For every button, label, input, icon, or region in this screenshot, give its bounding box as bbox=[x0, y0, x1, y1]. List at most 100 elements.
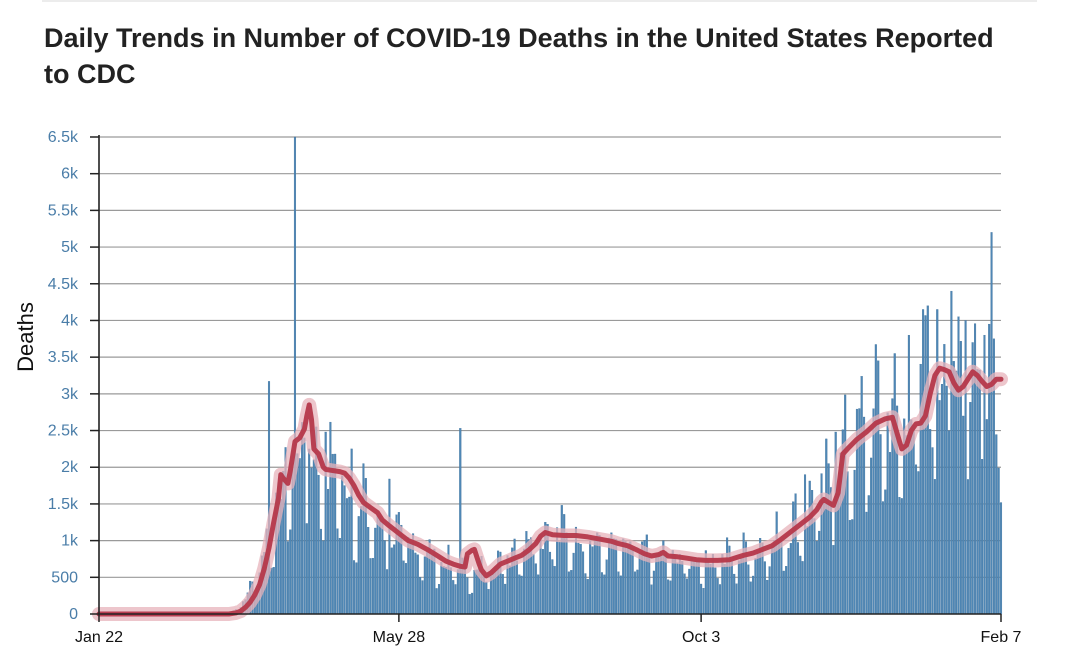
daily-deaths-bar bbox=[948, 430, 951, 615]
daily-deaths-bar bbox=[962, 415, 965, 615]
y-tick-label: 1k bbox=[61, 533, 79, 550]
x-tick-label: Feb 7 bbox=[981, 629, 1022, 646]
daily-deaths-bar bbox=[914, 464, 918, 615]
daily-deaths-bar bbox=[650, 584, 653, 615]
daily-deaths-bar bbox=[317, 474, 320, 615]
daily-deaths-bar bbox=[386, 569, 389, 615]
daily-deaths-bar bbox=[669, 580, 672, 615]
daily-deaths-bar bbox=[551, 559, 554, 615]
daily-deaths-bar bbox=[950, 290, 953, 615]
daily-deaths-bar bbox=[688, 568, 691, 615]
daily-deaths-bar bbox=[943, 344, 946, 615]
daily-deaths-bar bbox=[553, 566, 556, 615]
daily-deaths-bar bbox=[931, 447, 934, 615]
daily-deaths-bar bbox=[700, 583, 703, 615]
daily-deaths-bar bbox=[548, 551, 552, 615]
daily-deaths-bar bbox=[322, 540, 325, 615]
daily-deaths-bar bbox=[995, 434, 998, 615]
daily-deaths-bar bbox=[780, 539, 783, 615]
y-tick-label: 0 bbox=[69, 606, 78, 623]
daily-deaths-bar bbox=[775, 511, 778, 615]
daily-deaths-bar bbox=[558, 541, 561, 615]
daily-deaths-bar bbox=[567, 571, 570, 615]
daily-deaths-bar bbox=[435, 588, 438, 615]
daily-deaths-bar bbox=[593, 537, 596, 615]
daily-deaths-bar bbox=[407, 537, 410, 615]
daily-deaths-bar bbox=[723, 563, 726, 615]
daily-deaths-bar bbox=[749, 581, 752, 615]
x-axis-ticks: Jan 22 May 28 Oct 3 Feb 7 bbox=[75, 614, 1022, 646]
daily-deaths-bar bbox=[518, 574, 521, 615]
daily-deaths-bar bbox=[714, 567, 717, 615]
daily-deaths-bar bbox=[657, 553, 660, 615]
daily-deaths-bar bbox=[475, 569, 478, 615]
daily-deaths-bar bbox=[754, 558, 757, 615]
daily-deaths-bar bbox=[605, 559, 608, 615]
daily-deaths-bar bbox=[707, 560, 710, 615]
chart-title: Daily Trends in Number of COVID-19 Death… bbox=[44, 23, 994, 89]
y-axis-title: Deaths bbox=[13, 302, 38, 372]
daily-deaths-bar bbox=[822, 499, 825, 615]
y-tick-label: 5.5k bbox=[48, 202, 79, 219]
daily-deaths-bar bbox=[598, 534, 601, 615]
y-tick-label: 6k bbox=[61, 166, 79, 183]
y-tick-label: 2.5k bbox=[48, 423, 79, 440]
axes bbox=[98, 135, 1001, 615]
daily-deaths-bar bbox=[735, 583, 738, 615]
daily-deaths-bar bbox=[825, 438, 828, 615]
daily-deaths-bar bbox=[466, 577, 469, 615]
daily-deaths-bar bbox=[884, 489, 887, 615]
daily-deaths-bar bbox=[329, 421, 332, 615]
daily-deaths-bar bbox=[667, 579, 670, 615]
daily-deaths-bar bbox=[988, 323, 991, 615]
daily-deaths-bar bbox=[468, 594, 471, 615]
daily-deaths-bar bbox=[865, 511, 868, 615]
daily-deaths-bar bbox=[508, 565, 511, 615]
daily-deaths-bar bbox=[348, 496, 351, 615]
daily-deaths-bar bbox=[952, 361, 955, 615]
daily-deaths-bar bbox=[969, 402, 972, 615]
daily-deaths-bar bbox=[888, 452, 892, 615]
seven-day-average bbox=[92, 361, 1008, 621]
daily-deaths-bar bbox=[997, 467, 1000, 615]
daily-deaths-bar bbox=[945, 385, 948, 615]
daily-deaths-bar bbox=[454, 584, 457, 615]
daily-deaths-bar bbox=[881, 501, 884, 615]
daily-deaths-bar bbox=[785, 566, 788, 615]
daily-deaths-bar bbox=[990, 232, 993, 615]
daily-deaths-bar bbox=[331, 453, 334, 615]
daily-deaths-bar bbox=[726, 537, 729, 615]
daily-deaths-bar bbox=[919, 363, 922, 615]
daily-deaths-bar bbox=[388, 478, 391, 615]
y-tick-label: 500 bbox=[51, 569, 78, 586]
daily-deaths-bar bbox=[697, 560, 700, 615]
daily-deaths-bar bbox=[870, 457, 873, 615]
daily-deaths-bar bbox=[877, 360, 880, 615]
daily-deaths-bar bbox=[402, 560, 405, 615]
daily-deaths-bar bbox=[617, 571, 620, 615]
y-tick-label: 4k bbox=[61, 312, 79, 329]
daily-deaths-bar bbox=[801, 561, 804, 615]
daily-deaths-bar bbox=[308, 448, 311, 615]
daily-deaths-bar bbox=[390, 547, 393, 615]
daily-deaths-bar bbox=[695, 559, 698, 615]
daily-deaths-bar bbox=[655, 555, 658, 615]
daily-deaths-bar bbox=[813, 518, 816, 615]
y-axis-ticks: 0 500 1k 1.5k 2k 2.5k 3k 3.5k 4k 4.5k 5k 5.5k 6k 6.5k bbox=[48, 129, 99, 623]
daily-deaths-bar bbox=[848, 520, 851, 615]
daily-deaths-bar bbox=[770, 544, 773, 615]
daily-deaths-bar bbox=[619, 575, 622, 615]
daily-deaths-bar bbox=[537, 574, 540, 615]
daily-deaths-bar bbox=[693, 560, 696, 615]
x-tick-label: Jan 22 bbox=[75, 629, 123, 646]
average-line bbox=[96, 365, 1004, 617]
daily-deaths-bar bbox=[487, 589, 490, 615]
daily-deaths-bar bbox=[787, 548, 790, 615]
daily-deaths-bar bbox=[799, 555, 802, 615]
daily-deaths-bar bbox=[730, 560, 733, 615]
daily-deaths-bar bbox=[270, 567, 273, 615]
daily-deaths-bar bbox=[808, 480, 811, 615]
daily-deaths-bar bbox=[860, 376, 863, 615]
daily-deaths-bar bbox=[485, 581, 488, 615]
daily-deaths-bar bbox=[874, 344, 877, 615]
